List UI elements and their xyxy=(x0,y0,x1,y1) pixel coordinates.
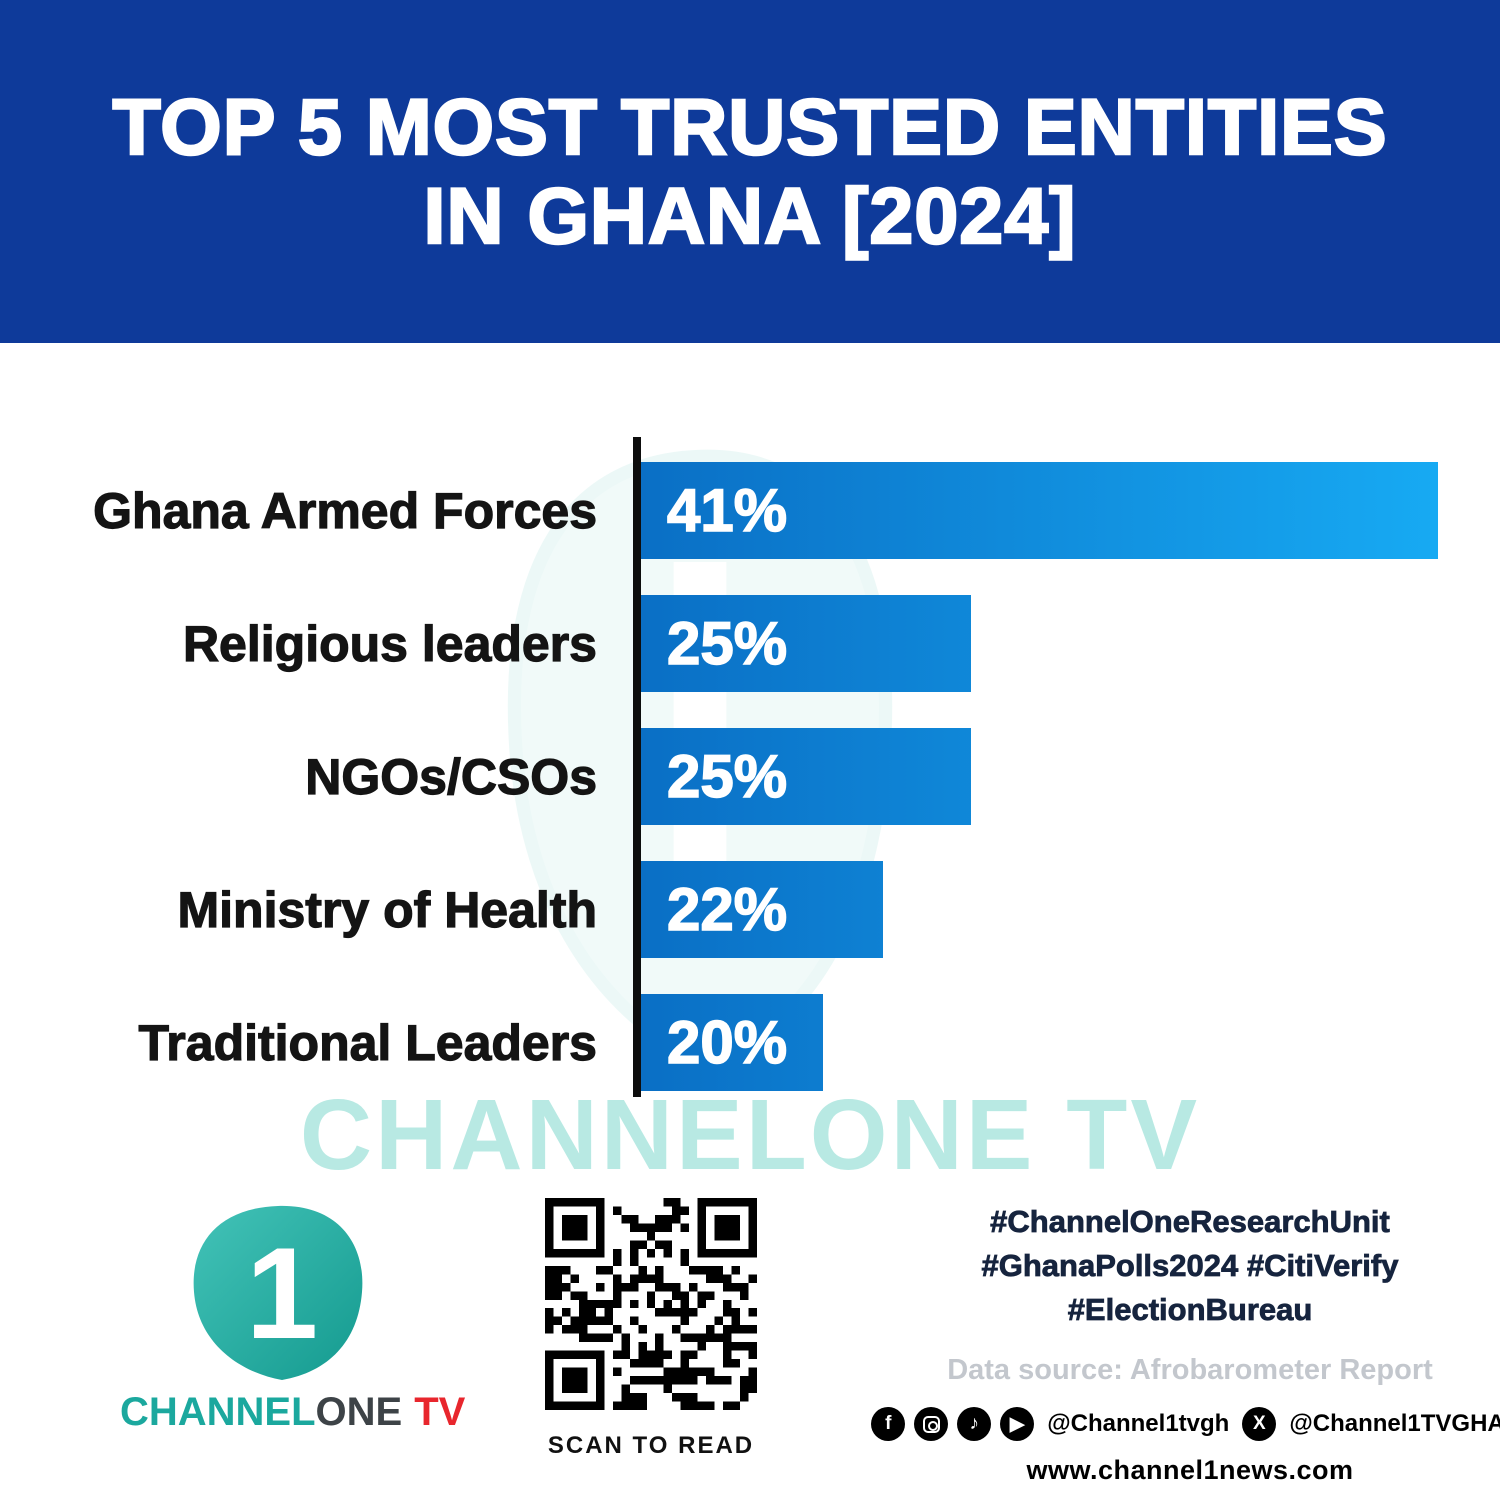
value-label: 41% xyxy=(666,476,788,545)
category-label: Traditional Leaders xyxy=(138,1014,598,1071)
value-label: 20% xyxy=(666,1008,788,1077)
chart-row: Religious leaders 25% xyxy=(0,595,1500,692)
bar: 20% xyxy=(641,994,823,1091)
data-source: Data source: Afrobarometer Report xyxy=(947,1354,1433,1386)
wordmark-tv: TV xyxy=(414,1390,466,1434)
value-label: 25% xyxy=(666,742,788,811)
channel-one-logo: 1 xyxy=(193,1205,363,1380)
category-label: Ministry of Health xyxy=(177,881,598,938)
youtube-icon: ▶ xyxy=(1000,1407,1035,1441)
hashtags: #ChannelOneResearchUnit #GhanaPolls2024 … xyxy=(930,1200,1450,1332)
bar: 22% xyxy=(641,861,884,958)
bar-chart: Ghana Armed Forces 41% Religious leaders… xyxy=(0,462,1500,1127)
qr-caption: SCAN TO READ xyxy=(547,1432,755,1459)
footer-info: #ChannelOneResearchUnit #GhanaPolls2024 … xyxy=(871,1200,1500,1486)
tiktok-icon: ♪ xyxy=(957,1407,992,1441)
hashtag-line: #GhanaPolls2024 #CitiVerify xyxy=(981,1248,1399,1284)
category-label: Ghana Armed Forces xyxy=(93,482,598,539)
title-banner: TOP 5 MOST TRUSTED ENTITIES IN GHANA [20… xyxy=(0,0,1500,343)
website-url: www.channel1news.com xyxy=(1026,1455,1354,1485)
logo-numeral: 1 xyxy=(246,1220,318,1366)
bar: 25% xyxy=(641,595,971,692)
bar: 25% xyxy=(641,728,971,825)
y-axis-line xyxy=(633,437,641,1097)
chart-row: Ghana Armed Forces 41% xyxy=(0,462,1500,559)
wordmark-channel: CHANNEL xyxy=(120,1390,316,1434)
x-icon: X xyxy=(1242,1407,1277,1441)
chart-row: Traditional Leaders 20% xyxy=(0,994,1500,1091)
value-label: 22% xyxy=(666,875,788,944)
wordmark-one: ONE xyxy=(315,1390,403,1434)
hashtag-line: #ElectionBureau xyxy=(1067,1292,1313,1328)
chart-row: NGOs/CSOs 25% xyxy=(0,728,1500,825)
handle-primary: @Channel1tvgh xyxy=(1047,1410,1230,1437)
qr-code xyxy=(545,1198,757,1410)
value-label: 25% xyxy=(666,609,788,678)
hashtag-line: #ChannelOneResearchUnit xyxy=(990,1204,1390,1240)
chart-row: Ministry of Health 22% xyxy=(0,861,1500,958)
bar: 41% xyxy=(641,462,1438,559)
handle-x: @Channel1TVGHA xyxy=(1289,1410,1500,1437)
page-title-line1: TOP 5 MOST TRUSTED ENTITIES xyxy=(111,81,1388,172)
instagram-icon xyxy=(914,1407,949,1441)
category-label: NGOs/CSOs xyxy=(305,748,598,805)
channel-one-wordmark: CHANNELONE TV xyxy=(120,1390,465,1435)
social-row: f ♪ ▶ @Channel1tvgh X @Channel1TVGHA xyxy=(871,1407,1500,1441)
page-title-line2: IN GHANA [2024] xyxy=(422,169,1077,260)
facebook-icon: f xyxy=(871,1407,906,1441)
channel-one-watermark: CHANNELONE TV xyxy=(299,1079,1201,1191)
category-label: Religious leaders xyxy=(182,615,597,672)
